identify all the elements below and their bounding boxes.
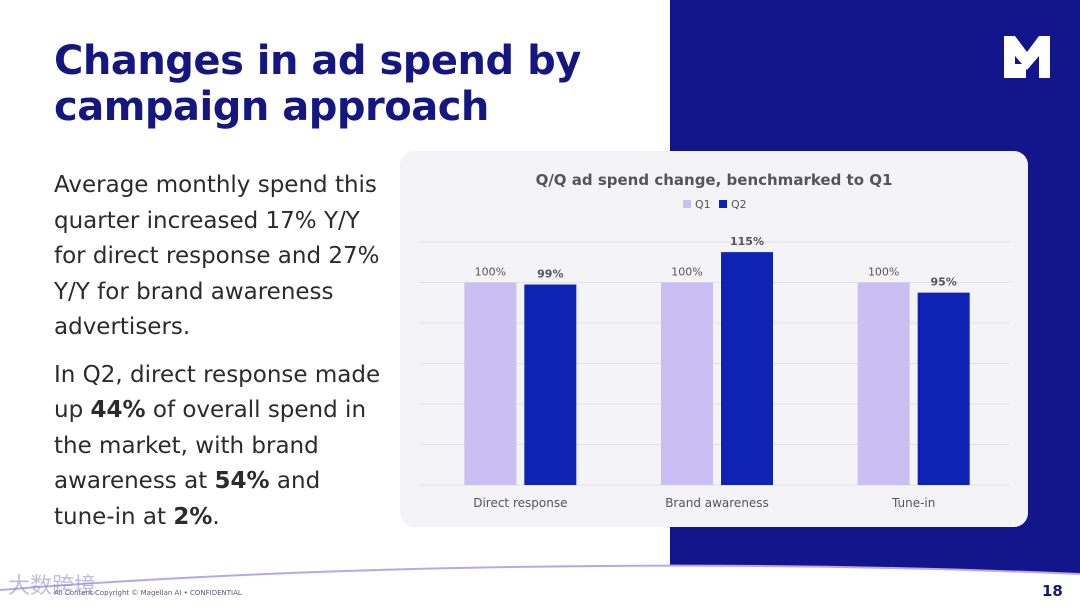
legend-label-q1: Q1 [695, 198, 711, 211]
bar-q1 [857, 282, 910, 485]
bar-q1 [661, 282, 713, 485]
share-text-4: . [212, 503, 220, 530]
share-direct-response: 44% [90, 397, 146, 423]
x-tick-label: Direct response [473, 496, 567, 510]
x-tick-label: Tune-in [891, 496, 935, 510]
legend-swatch-q2 [719, 200, 727, 208]
legend-swatch-q1 [683, 200, 691, 208]
body-text: Average monthly spend this quarter incre… [54, 168, 384, 547]
share-text-1: In Q2, direct response made up [54, 361, 381, 424]
bar-q1 [464, 282, 517, 485]
chart-title: Q/Q ad spend change, benchmarked to Q1 [536, 171, 893, 189]
data-label-q1: 100% [475, 266, 506, 279]
bar-chart: Q/Q ad spend change, benchmarked to Q1 Q1… [420, 171, 1010, 510]
data-label-q2: 99% [537, 268, 563, 281]
footer-wave [0, 564, 1080, 608]
share-brand-awareness: 54% [214, 468, 270, 494]
paragraph-share: In Q2, direct response made up 44% of ov… [54, 358, 384, 536]
data-label-q2: 95% [930, 276, 956, 289]
data-label-q1: 100% [868, 266, 899, 279]
footer-copyright: All Content Copyright © Magellan AI • CO… [54, 589, 242, 597]
page-number: 18 [1042, 582, 1063, 600]
magellan-logo-icon [1004, 36, 1050, 78]
x-tick-label: Brand awareness [665, 496, 769, 510]
legend-label-q2: Q2 [731, 198, 747, 211]
share-text-2: of overall spend in the market, with bra… [54, 397, 367, 494]
share-text-3: and tune-in at [54, 468, 321, 530]
data-label-q1: 100% [671, 266, 702, 279]
paragraph-spend-growth: Average monthly spend this quarter incre… [54, 172, 380, 340]
share-tune-in: 2% [173, 503, 213, 530]
data-label-q2: 115% [730, 235, 764, 248]
page-title: Changes in ad spend by campaign approach [54, 38, 614, 130]
title-line-1: Changes in ad spend by [54, 38, 581, 84]
bar-q2 [721, 252, 773, 485]
chart-card: Q/Q ad spend change, benchmarked to Q1 Q1… [400, 151, 1028, 527]
bar-q2 [917, 292, 970, 485]
title-line-2: campaign approach [54, 84, 489, 130]
bar-q2 [524, 284, 577, 485]
watermark: 大数跨境 [8, 574, 97, 599]
